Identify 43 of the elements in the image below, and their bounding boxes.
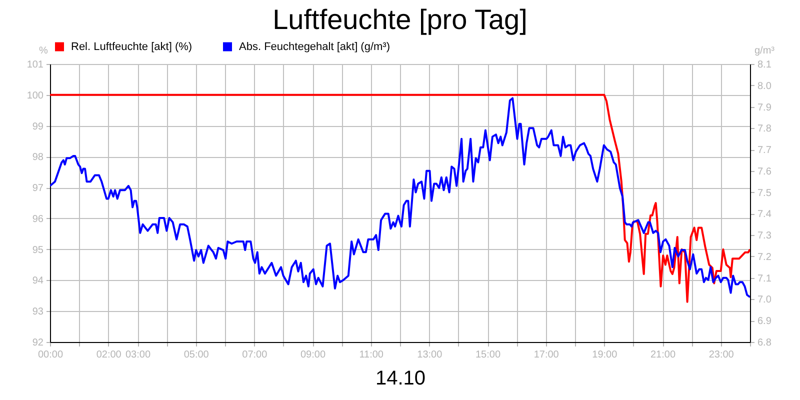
x-tick-label: 19:00	[592, 350, 618, 360]
x-tick-label: 00:00	[38, 350, 64, 360]
y2-tick-label: 8.0	[758, 80, 772, 92]
x-tick-label: 07:00	[242, 350, 268, 360]
chart-title: Luftfeuchte [pro Tag]	[272, 4, 528, 35]
y2-tick-label: 7.4	[758, 209, 772, 220]
y-tick-label: 100	[26, 90, 44, 102]
y2-tick-label: 7.5	[758, 188, 772, 199]
y-tick-label: 95	[32, 244, 44, 256]
x-tick-label: 21:00	[650, 350, 676, 360]
y2-tick-label: 7.6	[758, 166, 772, 178]
x-tick-label: 11:00	[359, 350, 384, 360]
y2-tick-label: 7.0	[758, 294, 772, 306]
x-tick-label: 02:00	[96, 350, 122, 360]
x-tick-label: 17:00	[534, 350, 560, 360]
y2-tick-label: 7.7	[758, 145, 772, 156]
y2-tick-label: 7.9	[758, 102, 772, 114]
y2-tick-label: 8.1	[758, 60, 772, 70]
legend-label: Abs. Feuchtegehalt [akt] (g/m³)	[239, 40, 390, 53]
x-tick-label: 09:00	[300, 350, 326, 360]
y-tick-label: 97	[32, 183, 44, 194]
x-tick-label: 13:00	[417, 350, 443, 360]
y-tick-label: 101	[26, 60, 44, 70]
x-tick-label: 05:00	[184, 350, 210, 360]
y-tick-label: 94	[32, 276, 44, 287]
y-tick-label: 99	[32, 121, 44, 132]
y2-tick-label: 7.3	[758, 230, 772, 242]
y2-tick-label: 7.2	[758, 252, 772, 263]
y-tick-label: 96	[32, 214, 44, 225]
y-tick-label: 98	[32, 152, 44, 164]
y2-tick-label: 7.1	[758, 273, 772, 284]
y-tick-label: 92	[32, 338, 44, 348]
y-tick-label: 93	[32, 306, 44, 318]
y2-tick-label: 6.8	[758, 338, 772, 348]
x-axis-title: 14.10	[375, 368, 426, 390]
y2-tick-label: 6.9	[758, 316, 772, 328]
y2-tick-label: 7.8	[758, 124, 772, 135]
x-tick-label: 23:00	[708, 350, 734, 360]
y2-axis-title: g/m³	[754, 46, 776, 56]
y-axis-title: %	[39, 46, 48, 56]
x-tick-label: 15:00	[475, 350, 501, 360]
x-tick-label: 03:00	[125, 350, 151, 360]
legend-label: Rel. Luftfeuchte [akt] (%)	[71, 40, 192, 53]
